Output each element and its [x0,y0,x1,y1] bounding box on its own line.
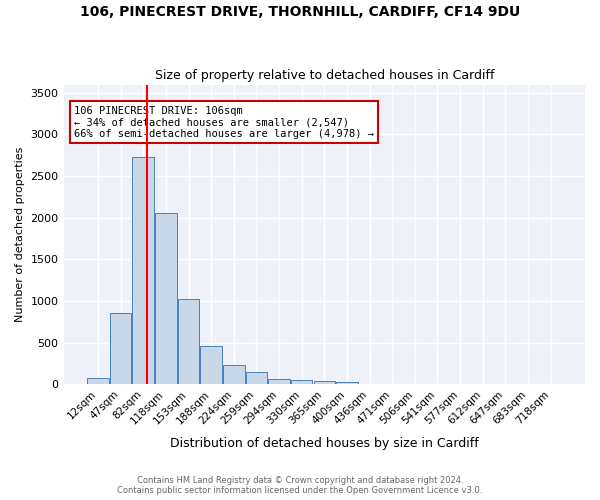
Text: 106, PINECREST DRIVE, THORNHILL, CARDIFF, CF14 9DU: 106, PINECREST DRIVE, THORNHILL, CARDIFF… [80,5,520,19]
Bar [291,380,313,384]
Bar [223,365,245,384]
Bar [155,212,176,384]
X-axis label: Distribution of detached houses by size in Cardiff: Distribution of detached houses by size … [170,437,479,450]
Bar [268,379,290,384]
Text: Contains HM Land Registry data © Crown copyright and database right 2024.
Contai: Contains HM Land Registry data © Crown c… [118,476,482,495]
Bar [178,300,199,384]
Bar [200,346,222,384]
Bar [245,372,267,384]
Title: Size of property relative to detached houses in Cardiff: Size of property relative to detached ho… [155,69,494,82]
Bar [87,378,109,384]
Bar [110,314,131,384]
Bar [133,157,154,384]
Bar [336,382,358,384]
Y-axis label: Number of detached properties: Number of detached properties [15,146,25,322]
Bar [314,382,335,384]
Text: 106 PINECREST DRIVE: 106sqm
← 34% of detached houses are smaller (2,547)
66% of : 106 PINECREST DRIVE: 106sqm ← 34% of det… [74,106,374,138]
